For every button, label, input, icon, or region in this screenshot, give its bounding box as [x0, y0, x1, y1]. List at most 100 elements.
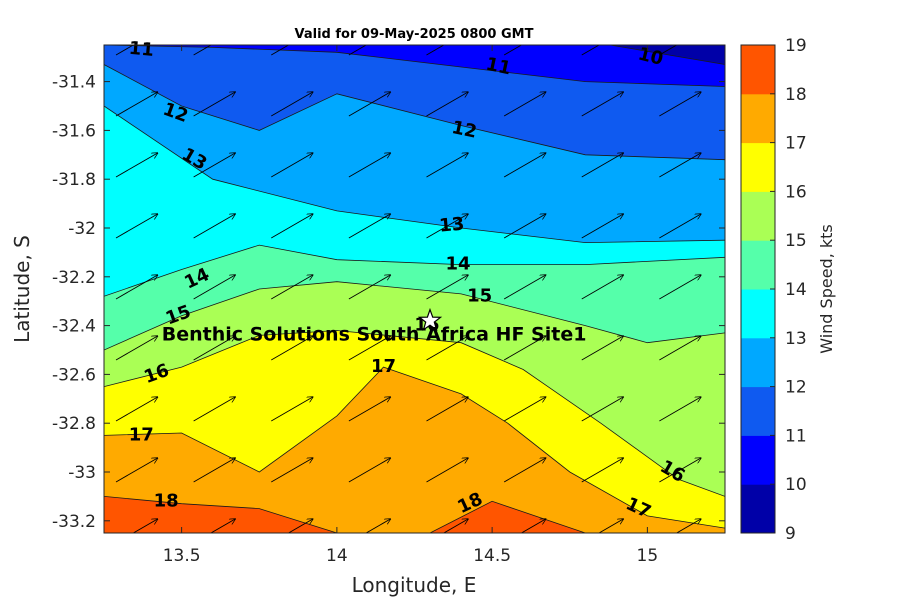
wind-vector	[271, 336, 313, 361]
wind-vector	[115, 336, 158, 361]
wind-vector	[581, 153, 624, 178]
wind-vector	[348, 336, 391, 361]
wind-vector	[271, 397, 313, 422]
wind-vector	[581, 397, 624, 422]
colorbar-swatch	[741, 45, 775, 95]
colorbar-swatch	[741, 435, 775, 485]
y-tick-label: -32	[68, 219, 96, 239]
colorbar-tick-label: 14	[785, 280, 807, 300]
wind-vector	[659, 458, 701, 483]
wind-vector	[115, 92, 158, 117]
colorbar-tick-label: 9	[785, 524, 796, 544]
y-axis-label: Latitude, S	[10, 235, 34, 343]
chart-title: Valid for 09-May-2025 0800 GMT	[295, 27, 534, 42]
wind-vector	[193, 336, 236, 361]
wind-vector	[659, 45, 678, 56]
x-axis-label: Longitude, E	[352, 573, 477, 597]
wind-vector	[348, 275, 391, 300]
wind-vector	[115, 153, 158, 178]
site-label: Benthic Solutions South Africa HF Site1	[162, 324, 587, 346]
wind-vector-field	[115, 45, 701, 533]
colorbar-swatch	[741, 337, 775, 388]
x-tick-label: 15	[637, 546, 659, 566]
wind-vector	[503, 458, 546, 483]
wind-vector	[581, 92, 624, 117]
wind-vector	[503, 397, 546, 422]
wind-vector	[659, 214, 701, 239]
colorbar-swatch	[741, 93, 775, 144]
wind-vector	[659, 397, 701, 422]
wind-vector	[348, 458, 391, 483]
wind-vector	[348, 397, 391, 422]
wind-vector	[503, 275, 546, 300]
wind-vector	[271, 92, 313, 117]
wind-vector	[426, 336, 469, 361]
x-axis: 13.5 14 14.5 15	[163, 45, 659, 566]
contour-lines	[104, 45, 725, 533]
wind-vector	[426, 397, 469, 422]
contour-label: 14	[445, 254, 470, 275]
x-tick-label: 14	[326, 546, 348, 566]
wind-vector	[115, 45, 135, 56]
wind-vector	[348, 153, 391, 178]
wind-vector	[659, 275, 701, 300]
wind-vector	[503, 214, 546, 239]
filled-contour-bands	[104, 45, 725, 533]
wind-vector	[581, 45, 600, 56]
wind-vector	[193, 92, 236, 117]
plot-area	[104, 45, 725, 533]
wind-vector	[132, 519, 158, 533]
wind-vector	[503, 153, 546, 178]
wind-vector	[271, 153, 313, 178]
colorbar-label: Wind Speed, kts	[817, 224, 836, 354]
y-tick-label: -31.6	[52, 121, 96, 141]
contour-line-12	[104, 64, 725, 161]
contour-label: 11	[128, 38, 155, 61]
band-18-19	[104, 496, 725, 533]
contour-line-16	[104, 330, 725, 497]
site-star-icon	[417, 307, 443, 332]
colorbar-tick-label: 11	[785, 426, 807, 446]
colorbar: 9 10 11 12 13 14 15 16 17 18 19	[740, 36, 807, 544]
wind-vector	[193, 458, 236, 483]
wind-vector	[271, 275, 313, 300]
wind-vector	[115, 397, 158, 422]
contour-label: 17	[129, 424, 154, 445]
colorbar-tick-label: 13	[785, 329, 807, 349]
wind-vector	[581, 336, 624, 361]
contour-label: 11	[484, 54, 513, 80]
wind-vector	[348, 45, 368, 56]
wind-vector	[115, 458, 158, 483]
wind-vector	[426, 45, 445, 56]
contour-line-17	[104, 366, 725, 529]
wind-vector	[210, 519, 236, 533]
wind-vector	[271, 45, 290, 56]
wind-vector	[659, 92, 701, 117]
plot-frame	[103, 44, 726, 534]
wind-vector	[426, 458, 469, 483]
colorbar-swatch	[741, 142, 775, 192]
contour-line-18	[104, 496, 586, 533]
y-axis: -31.4 -31.6 -31.8 -32 -32.2 -32.4 -32.6 -32.8 -3…	[52, 73, 725, 532]
wind-vector	[659, 336, 701, 361]
contour-line-10	[610, 45, 725, 65]
contour-label: 15	[467, 285, 492, 306]
colorbar-tick-label: 19	[785, 36, 807, 56]
colorbar-tick-label: 17	[785, 134, 807, 154]
y-tick-label: -32.8	[52, 414, 96, 434]
wind-vector	[193, 214, 236, 239]
contour-label: 12	[450, 117, 479, 143]
wind-vector	[193, 153, 236, 178]
band-17-18	[104, 367, 725, 533]
colorbar-tick-label: 18	[785, 85, 807, 105]
wind-vector	[193, 275, 236, 300]
wind-vector	[287, 519, 313, 533]
wind-vector	[115, 275, 158, 300]
wind-vector	[115, 214, 158, 239]
wind-vector	[426, 214, 469, 239]
colorbar-tick-label: 12	[785, 378, 807, 398]
colorbar-tick-label: 15	[785, 231, 807, 251]
wind-vector	[426, 92, 469, 117]
wind-vector	[598, 519, 624, 533]
colorbar-swatch	[741, 191, 775, 241]
